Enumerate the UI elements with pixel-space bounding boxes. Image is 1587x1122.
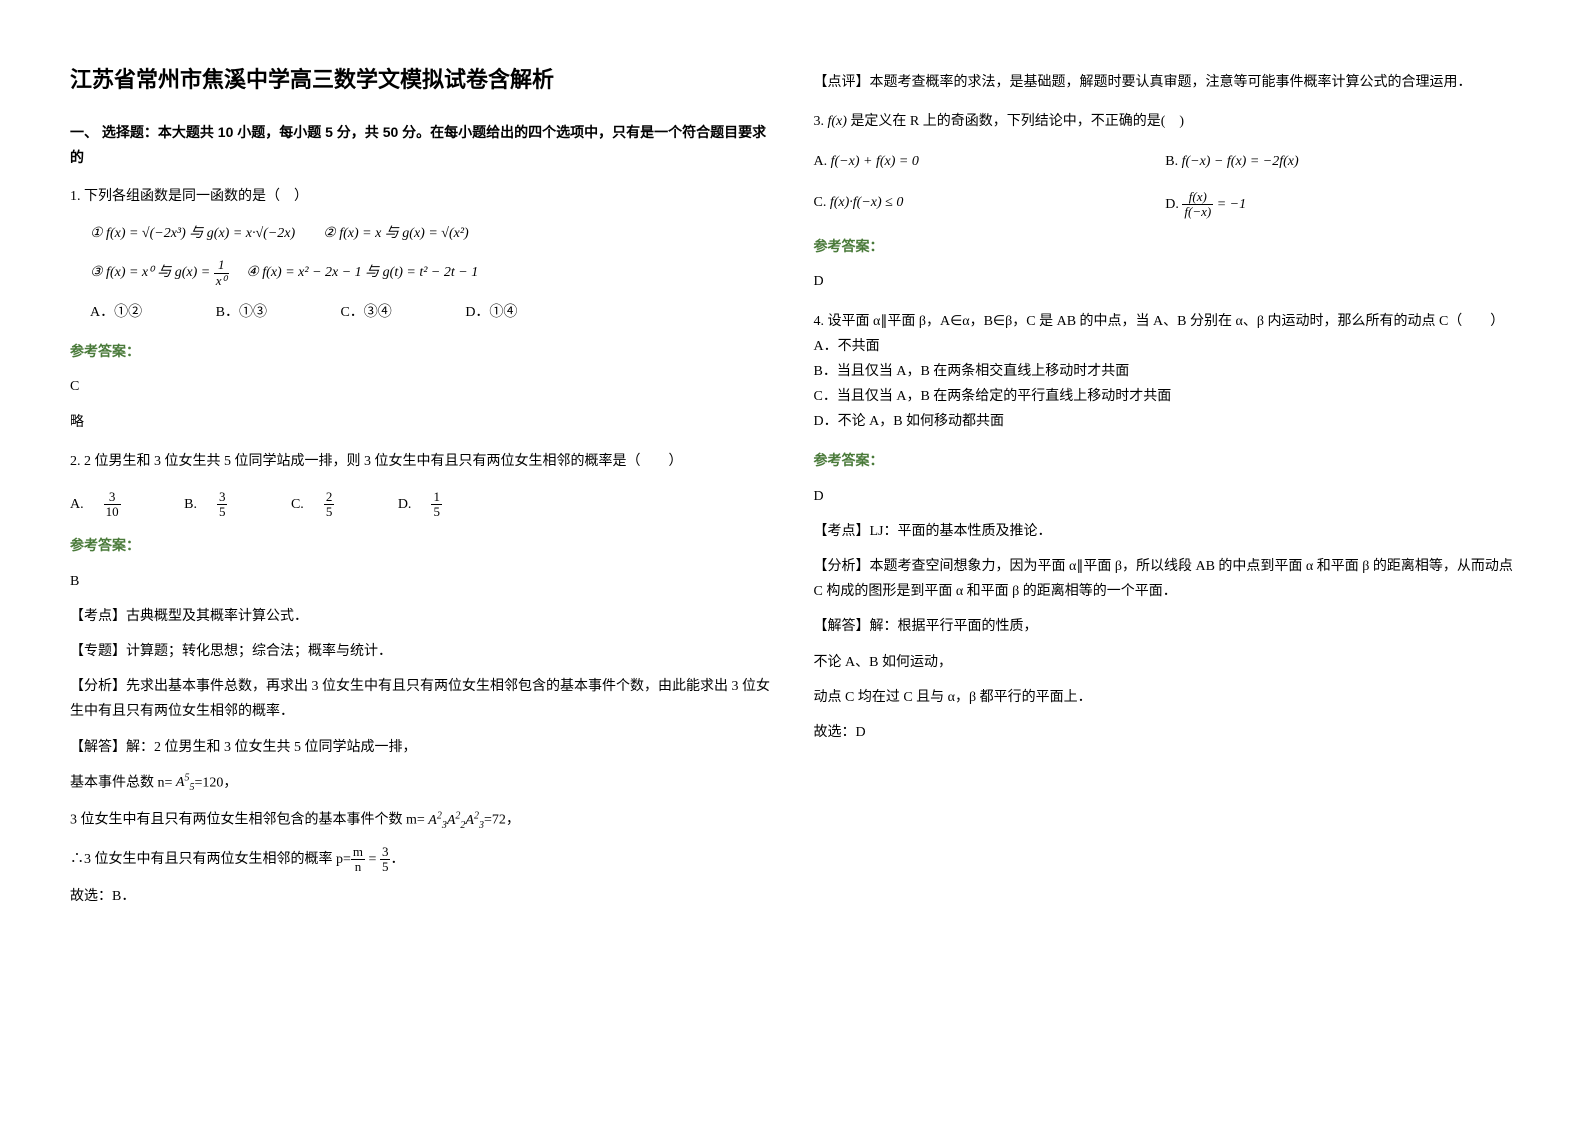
left-column: 江苏省常州市焦溪中学高三数学文模拟试卷含解析 一、 选择题：本大题共 10 小题… [50,60,794,1062]
answer-label-4: 参考答案： [814,448,1518,473]
question-4: 4. 设平面 α∥平面 β，A∈α，B∈β，C 是 AB 的中点，当 A、B 分… [814,309,1518,435]
q2-jieda4: ∴3 位女生中有且只有两位女生相邻的概率 p=mn = 35． [70,845,774,875]
q1-formulas-row1: ① f(x) = √(−2x³) 与 g(x) = x·√(−2x) ② f(x… [70,221,774,246]
q2-fenxi: 【分析】先求出基本事件总数，再求出 3 位女生中有且只有两位女生相邻包含的基本事… [70,674,774,724]
q3-optD: D. f(x)f(−x) = −1 [1165,190,1517,220]
q4-stem: 4. 设平面 α∥平面 β，A∈α，B∈β，C 是 AB 的中点，当 A、B 分… [814,309,1518,334]
question-3: 3. f(x) 是定义在 R 上的奇函数，下列结论中，不正确的是( ) A. f… [814,109,1518,219]
q4-jieda4: 故选：D [814,720,1518,745]
q3-opts-row2: C. f(x)·f(−x) ≤ 0 D. f(x)f(−x) = −1 [814,190,1518,220]
q4-optC: C．当且仅当 A，B 在两条给定的平行直线上移动时才共面 [814,384,1518,409]
q4-optD: D．不论 A，B 如何移动都共面 [814,409,1518,434]
q2-jieda3: 3 位女生中有且只有两位女生相邻包含的基本事件个数 m= A23A22A23=7… [70,807,774,834]
answer-label-2: 参考答案： [70,533,774,558]
q1-opt3a: ③ f(x) = x⁰ 与 g(x) = [90,265,214,280]
q1-stem: 1. 下列各组函数是同一函数的是（ ） [70,184,774,209]
q2-optC: C. 25 [291,490,374,520]
question-2: 2. 2 位男生和 3 位女生共 5 位同学站成一排，则 3 位女生中有且只有两… [70,449,774,520]
q3-optC: C. f(x)·f(−x) ≤ 0 [814,190,1166,220]
q4-answer: D [814,484,1518,509]
q4-kaodian: 【考点】LJ：平面的基本性质及推论． [814,519,1518,544]
q1-options: A．①② B．①③ C．③④ D．①④ [70,300,774,325]
q4-optA: A．不共面 [814,334,1518,359]
q2-jieda2: 基本事件总数 n= A55=120， [70,770,774,797]
q1-opt2: ② f(x) = x 与 g(x) = √(x²) [323,226,469,241]
answer-label-3: 参考答案： [814,234,1518,259]
perm-a55: A55 [176,775,195,790]
q3-answer: D [814,269,1518,294]
q4-jieda2: 不论 A、B 如何运动， [814,650,1518,675]
doc-title: 江苏省常州市焦溪中学高三数学文模拟试卷含解析 [70,60,774,100]
right-column: 【点评】本题考查概率的求法，是基础题，解题时要认真审题，注意等可能事件概率计算公… [794,60,1538,1062]
q2-answer: B [70,569,774,594]
q2-optB: B. 35 [184,490,267,520]
q4-fenxi: 【分析】本题考查空间想象力，因为平面 α∥平面 β，所以线段 AB 的中点到平面… [814,554,1518,604]
q2-options: A. 310 B. 35 C. 25 D. 15 [70,490,774,520]
q1-opt4: ④ f(x) = x² − 2x − 1 与 g(t) = t² − 2t − … [246,265,478,280]
q2-zhuanti: 【专题】计算题；转化思想；综合法；概率与统计． [70,639,774,664]
q2-dianping: 【点评】本题考查概率的求法，是基础题，解题时要认真审题，注意等可能事件概率计算公… [814,70,1518,95]
section-heading: 一、 选择题：本大题共 10 小题，每小题 5 分，共 50 分。在每小题给出的… [70,120,774,170]
q4-jieda1: 【解答】解：根据平行平面的性质， [814,614,1518,639]
q4-optB: B．当且仅当 A，B 在两条相交直线上移动时才共面 [814,359,1518,384]
q1-note: 略 [70,410,774,435]
q1-optC: C．③④ [340,300,391,325]
q3-optA: A. f(−x) + f(x) = 0 [814,149,1166,174]
q3-opts-row1: A. f(−x) + f(x) = 0 B. f(−x) − f(x) = −2… [814,149,1518,174]
q1-opt1: ① f(x) = √(−2x³) 与 g(x) = x·√(−2x) [90,226,295,241]
q2-jieda1: 【解答】解：2 位男生和 3 位女生共 5 位同学站成一排， [70,735,774,760]
q2-optD: D. 15 [398,490,482,520]
q3-stem: 3. f(x) 是定义在 R 上的奇函数，下列结论中，不正确的是( ) [814,109,1518,134]
q3-optB: B. f(−x) − f(x) = −2f(x) [1165,149,1517,174]
answer-label-1: 参考答案： [70,339,774,364]
question-1: 1. 下列各组函数是同一函数的是（ ） ① f(x) = √(−2x³) 与 g… [70,184,774,325]
q1-answer: C [70,374,774,399]
q1-optD: D．①④ [465,300,517,325]
q2-kaodian: 【考点】古典概型及其概率计算公式． [70,604,774,629]
q1-opt3-frac: 1x⁰ [214,258,229,288]
q1-optA: A．①② [90,300,142,325]
q4-jieda3: 动点 C 均在过 C 且与 α，β 都平行的平面上． [814,685,1518,710]
q2-stem: 2. 2 位男生和 3 位女生共 5 位同学站成一排，则 3 位女生中有且只有两… [70,449,774,474]
q1-formulas-row2: ③ f(x) = x⁰ 与 g(x) = 1x⁰ ④ f(x) = x² − 2… [70,258,774,288]
perm-expr: A23A22A23 [428,813,484,828]
q2-optA: A. 310 [70,490,161,520]
q1-optB: B．①③ [216,300,267,325]
q2-jieda5: 故选：B． [70,884,774,909]
